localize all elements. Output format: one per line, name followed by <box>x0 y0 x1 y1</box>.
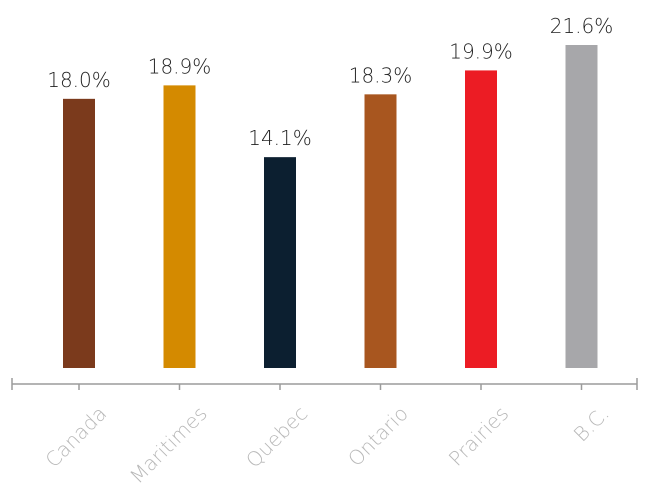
category-label: Maritimes <box>125 401 212 488</box>
bar-bc <box>565 45 598 368</box>
category-label: B.C. <box>569 401 614 446</box>
value-label: 18.0% <box>47 68 111 92</box>
value-label: 19.9% <box>449 39 513 63</box>
category-label: Canada <box>40 401 111 472</box>
bars-group <box>63 45 598 368</box>
value-label: 14.1% <box>248 126 312 150</box>
category-label: Prairies <box>444 401 513 470</box>
category-labels-group: Canada Maritimes Quebec Ontario Prairies B.C. <box>40 401 613 488</box>
value-labels-group: 18.0% 18.9% 14.1% 18.3% 19.9% 21.6% <box>47 14 613 150</box>
category-label: Quebec <box>241 401 312 472</box>
x-axis-ticks <box>11 378 638 390</box>
value-label: 21.6% <box>550 14 614 38</box>
value-label: 18.9% <box>148 54 212 78</box>
bar-maritimes <box>163 85 196 368</box>
bar-canada <box>63 98 95 368</box>
bar-prairies <box>465 70 497 368</box>
value-label: 18.3% <box>349 63 413 87</box>
bar-quebec <box>264 157 296 368</box>
bar-ontario <box>364 94 397 368</box>
category-label: Ontario <box>343 401 413 471</box>
